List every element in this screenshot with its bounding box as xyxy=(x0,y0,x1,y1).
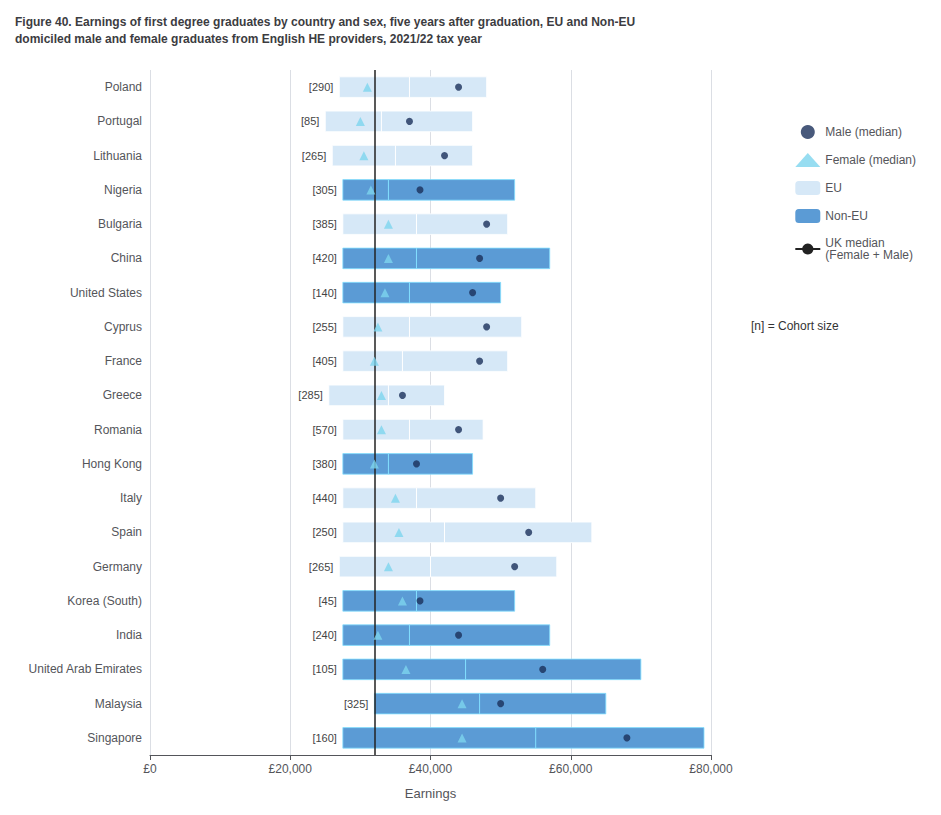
svg-text:France: France xyxy=(105,354,143,368)
svg-text:£80,000: £80,000 xyxy=(689,762,733,776)
svg-text:[325]: [325] xyxy=(344,698,368,710)
svg-text:Earnings: Earnings xyxy=(405,786,457,801)
svg-text:Korea (South): Korea (South) xyxy=(67,594,142,608)
svg-text:UK median: UK median xyxy=(825,236,885,250)
svg-text:India: India xyxy=(116,628,142,642)
svg-text:Portugal: Portugal xyxy=(97,114,142,128)
svg-text:EU: EU xyxy=(825,181,842,195)
svg-text:£20,000: £20,000 xyxy=(269,762,313,776)
svg-text:United Arab Emirates: United Arab Emirates xyxy=(29,662,142,676)
svg-text:Non-EU: Non-EU xyxy=(825,209,868,223)
svg-text:Hong Kong: Hong Kong xyxy=(82,457,142,471)
svg-text:Poland: Poland xyxy=(105,80,142,94)
svg-text:[570]: [570] xyxy=(312,424,336,436)
svg-text:[45]: [45] xyxy=(318,595,336,607)
svg-text:[405]: [405] xyxy=(312,355,336,367)
svg-text:China: China xyxy=(111,251,143,265)
svg-text:[240]: [240] xyxy=(312,629,336,641)
svg-text:domiciled male and female grad: domiciled male and female graduates from… xyxy=(15,32,482,46)
svg-text:[385]: [385] xyxy=(312,218,336,230)
svg-text:[380]: [380] xyxy=(312,458,336,470)
svg-text:[160]: [160] xyxy=(312,732,336,744)
svg-text:Female (median): Female (median) xyxy=(825,153,916,167)
svg-text:[305]: [305] xyxy=(312,184,336,196)
svg-text:[250]: [250] xyxy=(312,526,336,538)
svg-text:£60,000: £60,000 xyxy=(549,762,593,776)
svg-text:[140]: [140] xyxy=(312,287,336,299)
svg-text:Lithuania: Lithuania xyxy=(93,149,142,163)
svg-text:[265]: [265] xyxy=(309,561,333,573)
svg-text:[105]: [105] xyxy=(312,663,336,675)
svg-text:Spain: Spain xyxy=(111,525,142,539)
svg-text:[85]: [85] xyxy=(301,115,319,127)
svg-text:[255]: [255] xyxy=(312,321,336,333)
svg-text:Nigeria: Nigeria xyxy=(104,183,142,197)
svg-text:Greece: Greece xyxy=(103,388,143,402)
svg-text:Male (median): Male (median) xyxy=(825,125,902,139)
svg-text:£0: £0 xyxy=(143,762,157,776)
svg-text:Germany: Germany xyxy=(93,560,142,574)
svg-text:Singapore: Singapore xyxy=(87,731,142,745)
svg-text:Cyprus: Cyprus xyxy=(104,320,142,334)
svg-text:[265]: [265] xyxy=(302,150,326,162)
svg-text:[440]: [440] xyxy=(312,492,336,504)
svg-text:(Female + Male): (Female + Male) xyxy=(825,248,913,262)
svg-text:Malaysia: Malaysia xyxy=(95,697,143,711)
svg-text:Italy: Italy xyxy=(120,491,142,505)
svg-text:United States: United States xyxy=(70,286,142,300)
svg-text:Romania: Romania xyxy=(94,423,142,437)
svg-text:[290]: [290] xyxy=(309,81,333,93)
svg-text:[285]: [285] xyxy=(298,389,322,401)
svg-text:[n] = Cohort size: [n] = Cohort size xyxy=(751,319,839,333)
svg-text:£40,000: £40,000 xyxy=(409,762,453,776)
svg-text:Figure 40. Earnings of first d: Figure 40. Earnings of first degree grad… xyxy=(15,15,635,29)
svg-text:Bulgaria: Bulgaria xyxy=(98,217,142,231)
svg-text:[420]: [420] xyxy=(312,252,336,264)
